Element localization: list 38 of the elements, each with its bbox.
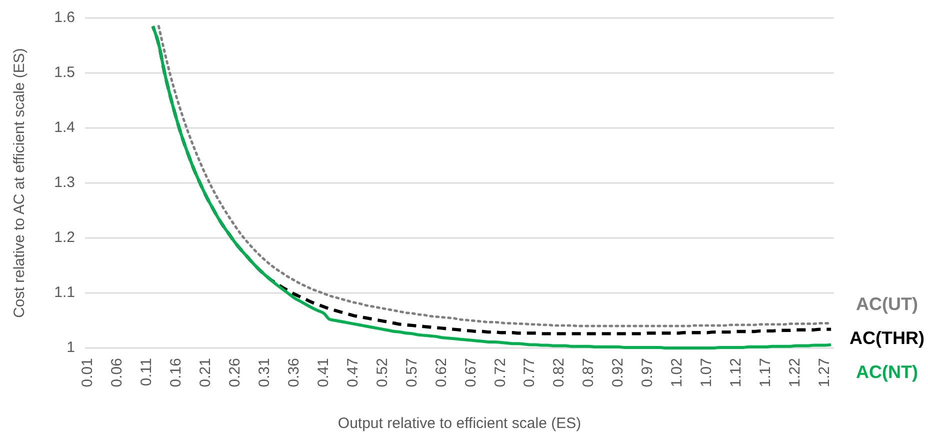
- y-tick-label: 1.2: [54, 228, 75, 246]
- x-tick-label: 0.77: [521, 358, 538, 388]
- x-tick-label: 1.17: [757, 358, 774, 388]
- series-label: AC(THR): [850, 328, 924, 348]
- x-tick-label: 0.97: [639, 358, 656, 388]
- x-tick-label: 0.06: [108, 358, 126, 388]
- y-axis-title: Cost relative to AC at efficient scale (ES): [10, 48, 28, 318]
- x-tick-label: 1.22: [786, 358, 804, 388]
- x-tick-label: 0.21: [196, 358, 214, 388]
- x-tick-label: 0.52: [374, 358, 391, 388]
- x-tick-label: 0.47: [344, 358, 362, 388]
- x-tick-label: 0.11: [138, 358, 155, 386]
- x-tick-label: 0.62: [432, 358, 450, 388]
- x-tick-label: 0.36: [285, 358, 302, 388]
- x-tick-label: 1.12: [728, 358, 745, 388]
- y-tick-label: 1.1: [54, 284, 75, 301]
- series-label: AC(UT): [856, 294, 918, 314]
- x-tick-label: 0.72: [492, 358, 509, 388]
- y-tick-label: 1.3: [54, 174, 75, 191]
- x-tick-label: 0.87: [580, 358, 598, 388]
- x-tick-label: 0.16: [167, 358, 184, 388]
- x-axis-title: Output relative to efficient scale (ES): [338, 415, 582, 432]
- y-tick-label: 1.6: [54, 8, 75, 26]
- x-tick-label: 0.92: [610, 358, 627, 388]
- x-tick-label: 0.67: [462, 358, 480, 388]
- x-tick-label: 1.02: [668, 358, 686, 388]
- y-tick-label: 1.5: [54, 64, 75, 81]
- series-label: AC(NT): [856, 362, 918, 382]
- x-tick-label: 0.82: [550, 358, 568, 388]
- x-tick-label: 0.01: [78, 358, 96, 388]
- y-tick-label: 1.4: [54, 118, 75, 136]
- x-tick-label: 1.27: [816, 358, 834, 388]
- x-tick-label: 1.07: [698, 358, 716, 388]
- x-tick-label: 0.41: [314, 358, 332, 388]
- x-tick-label: 0.31: [256, 358, 273, 388]
- x-tick-label: 0.26: [226, 358, 244, 388]
- y-tick-label: 1: [66, 338, 75, 356]
- x-tick-label: 0.57: [403, 358, 420, 388]
